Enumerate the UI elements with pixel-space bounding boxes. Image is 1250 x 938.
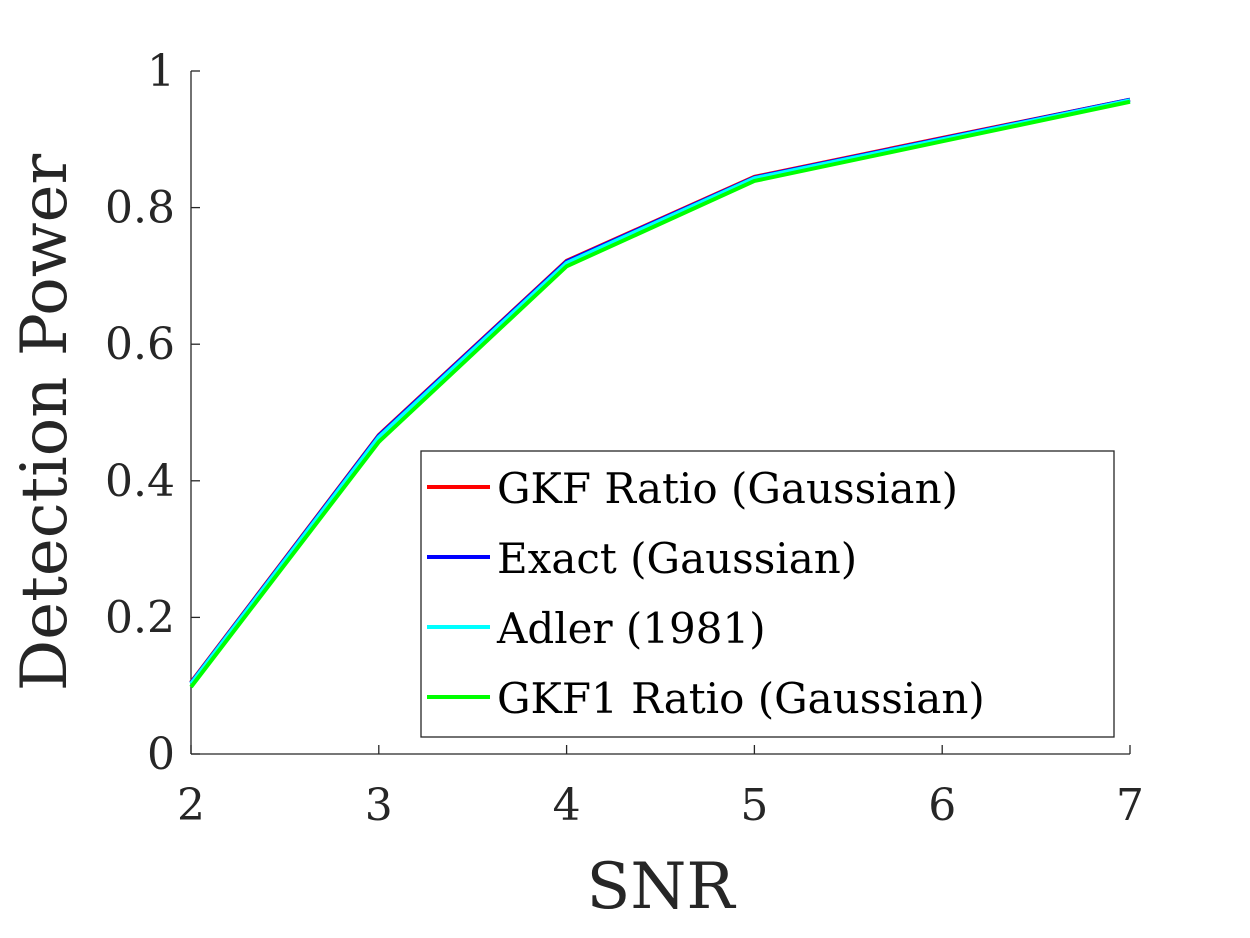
legend-label: Exact (Gaussian): [497, 534, 857, 583]
legend: GKF Ratio (Gaussian) Exact (Gaussian) Adle…: [420, 450, 1115, 738]
x-tick-label: 3: [365, 780, 393, 831]
x-tick-label: 2: [177, 780, 205, 831]
x-tick-label: 5: [740, 780, 768, 831]
y-axis-label: Detection Power: [8, 154, 82, 692]
x-tick-label: 7: [1116, 780, 1144, 831]
y-tick-label: 0: [147, 729, 175, 780]
series-line: [189, 99, 1131, 689]
x-tick-label: 4: [553, 780, 581, 831]
axes: [190, 71, 1130, 755]
legend-label: GKF1 Ratio (Gaussian): [497, 674, 985, 723]
legend-label: Adler (1981): [496, 604, 766, 653]
y-tick-label: 0.8: [105, 183, 175, 234]
ticks: 2 3 4 5 6 7 0 0.2 0.4 0.6 0.8 1: [105, 46, 1144, 831]
x-tick-label: 6: [928, 780, 956, 831]
y-tick-label: 0.2: [105, 592, 175, 643]
series-layer: [189, 97, 1131, 689]
y-tick-label: 0.6: [105, 319, 175, 370]
y-tick-label: 1: [147, 46, 175, 97]
x-axis-label: SNR: [586, 850, 736, 924]
y-tick-label: 0.4: [105, 456, 175, 507]
legend-label: GKF Ratio (Gaussian): [497, 464, 958, 513]
legend-box: [420, 450, 1115, 738]
